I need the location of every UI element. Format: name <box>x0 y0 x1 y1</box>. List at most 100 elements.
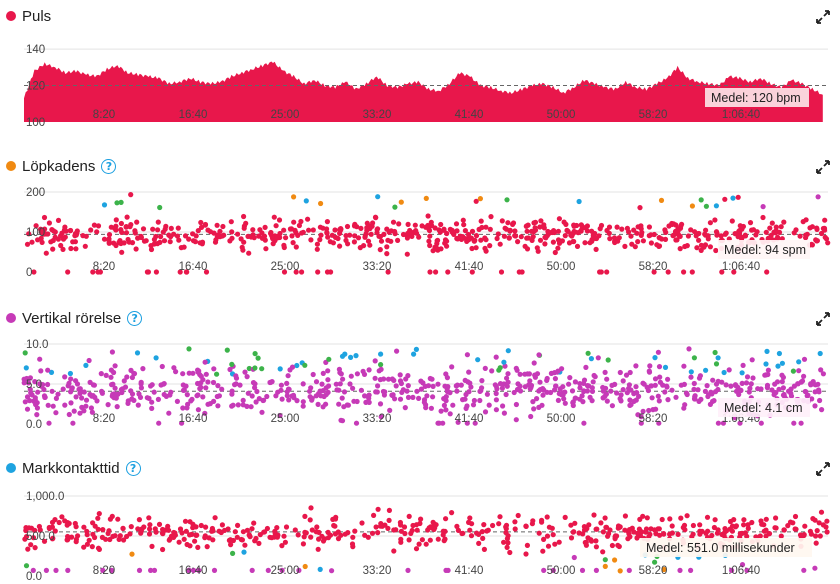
data-point <box>748 381 754 387</box>
expand-arrows-icon[interactable] <box>816 160 830 174</box>
data-point <box>230 537 236 544</box>
data-point <box>657 532 663 538</box>
data-point <box>629 241 635 247</box>
data-point <box>302 513 308 519</box>
data-point <box>585 535 591 541</box>
data-point <box>393 383 399 389</box>
data-point <box>350 385 356 391</box>
data-point <box>390 219 397 225</box>
expand-arrows-icon[interactable] <box>816 312 830 326</box>
data-point <box>202 221 209 228</box>
y-tick-label: 120 <box>26 81 45 93</box>
data-point <box>294 398 300 404</box>
data-point <box>720 420 727 426</box>
data-point <box>534 371 541 377</box>
data-point <box>815 194 821 200</box>
data-point <box>70 239 76 245</box>
data-point <box>229 361 235 367</box>
data-point <box>219 522 225 528</box>
data-point <box>252 538 258 544</box>
data-point <box>473 245 479 251</box>
data-point <box>739 530 745 536</box>
data-point <box>772 230 779 236</box>
data-point <box>745 522 751 528</box>
data-point <box>589 228 595 234</box>
data-point <box>715 378 721 384</box>
puls-header: Puls <box>6 6 51 26</box>
data-point <box>318 200 324 207</box>
data-point <box>28 542 34 548</box>
data-point <box>33 223 39 229</box>
data-point <box>602 563 608 569</box>
data-point <box>281 269 288 275</box>
data-point <box>787 519 794 525</box>
data-point <box>473 198 479 204</box>
data-point <box>689 203 696 209</box>
data-point <box>123 230 130 236</box>
data-point <box>444 375 450 381</box>
data-point <box>155 219 161 225</box>
data-point <box>817 533 823 539</box>
data-point <box>481 546 487 552</box>
data-point <box>49 388 55 394</box>
data-point <box>202 410 208 416</box>
data-point <box>186 236 192 242</box>
data-point <box>413 228 419 234</box>
puls-chart[interactable]: 100 120 140 8:20 16:40 25:00 33:20 41:40 50:00 58… <box>0 0 840 150</box>
data-point <box>219 386 225 392</box>
data-point <box>454 388 460 394</box>
data-point <box>763 229 769 235</box>
data-point <box>692 229 698 235</box>
x-tick-label: 41:40 <box>455 565 484 577</box>
data-point <box>694 245 700 251</box>
data-point <box>710 377 716 383</box>
data-point <box>214 371 220 377</box>
data-point <box>739 370 745 376</box>
data-point <box>309 397 315 403</box>
data-point <box>419 537 425 543</box>
data-point <box>527 386 533 392</box>
vertikal-chart[interactable]: 0.0 5.0 10.0 8:20 16:40 25:00 33:20 41:40 50:00 5… <box>0 302 840 452</box>
data-point <box>488 214 494 220</box>
question-circle-icon[interactable]: ? <box>127 310 143 326</box>
data-point <box>46 420 52 426</box>
expand-arrows-icon[interactable] <box>816 462 830 476</box>
x-tick-label: 16:40 <box>179 413 208 425</box>
expand-arrows-icon[interactable] <box>816 10 830 24</box>
data-point <box>497 241 503 247</box>
mark-chart[interactable]: 0.0 500.0 1,000.0 8:20 16:40 25:00 33:20 41:40 5… <box>0 452 840 584</box>
question-circle-icon[interactable]: ? <box>101 158 117 174</box>
data-point <box>478 388 484 394</box>
x-tick-label: 58:20 <box>639 413 668 425</box>
data-point <box>722 231 728 237</box>
data-point <box>499 218 505 224</box>
data-point <box>633 363 639 369</box>
data-point <box>397 396 404 402</box>
data-point <box>513 401 520 408</box>
data-point <box>190 238 197 244</box>
data-point <box>166 527 172 533</box>
kadens-chart[interactable]: 0 100 200 8:20 16:40 25:00 33:20 41:40 50:00 58:2… <box>0 150 840 300</box>
data-point <box>327 532 334 538</box>
data-point <box>691 386 697 392</box>
data-point <box>70 420 76 426</box>
data-point <box>609 542 616 549</box>
data-point <box>151 567 158 573</box>
data-point <box>505 379 511 385</box>
data-point <box>593 567 600 573</box>
data-point <box>622 527 628 533</box>
question-circle-icon[interactable]: ? <box>125 460 141 476</box>
data-point <box>350 534 356 540</box>
data-point <box>597 226 603 232</box>
data-point <box>808 531 815 537</box>
data-point <box>277 366 283 372</box>
data-point <box>443 394 449 400</box>
data-point <box>315 269 321 275</box>
data-point <box>715 355 721 361</box>
data-point <box>481 522 487 528</box>
data-point <box>147 522 153 528</box>
data-point <box>128 524 134 530</box>
data-point <box>119 386 126 392</box>
data-point <box>398 536 404 542</box>
data-point <box>187 543 193 549</box>
